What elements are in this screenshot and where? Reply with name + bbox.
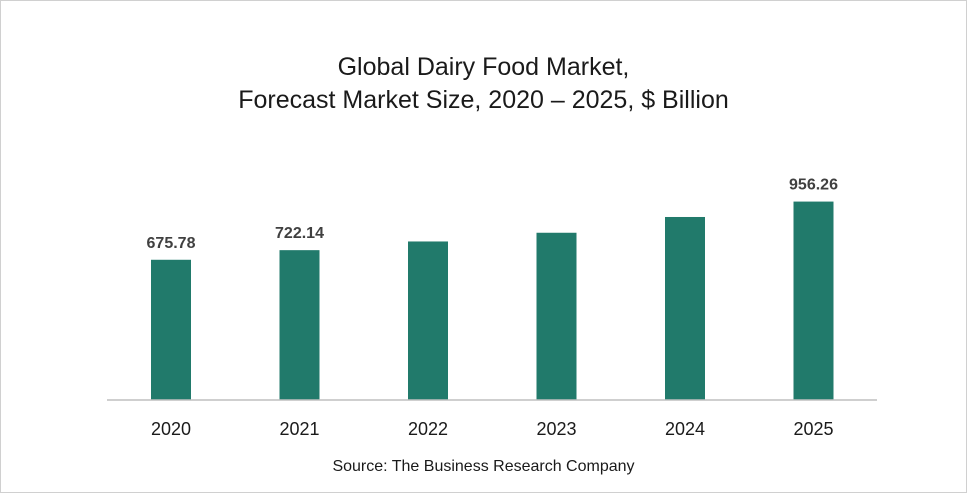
data-label-2025: 956.26 [789,177,838,194]
bar-2023 [536,232,577,400]
data-label-2020: 675.78 [147,235,196,252]
chart-title: Global Dairy Food Market, [337,53,630,81]
bar-2020 [151,259,191,400]
x-tick-label-2024: 2024 [665,419,705,439]
chart-subtitle: Forecast Market Size, 2020 – 2025, $ Bil… [238,86,729,114]
bar-2022 [408,241,448,400]
source-note: Source: The Business Research Company [332,458,635,475]
x-tick-label-2021: 2021 [279,419,319,439]
data-label-2021: 722.14 [275,225,324,242]
bars-group [151,201,834,400]
x-tick-labels-group: 2020 2021 2022 2023 2024 2025 [151,419,834,439]
bar-2025 [793,201,834,400]
x-tick-label-2025: 2025 [793,419,833,439]
x-tick-label-2020: 2020 [151,419,191,439]
bar-2021 [279,250,320,400]
x-tick-label-2023: 2023 [536,419,576,439]
bar-2024 [665,216,705,400]
data-labels-group: 675.78 722.14 956.26 [147,177,839,252]
x-tick-label-2022: 2022 [408,419,448,439]
